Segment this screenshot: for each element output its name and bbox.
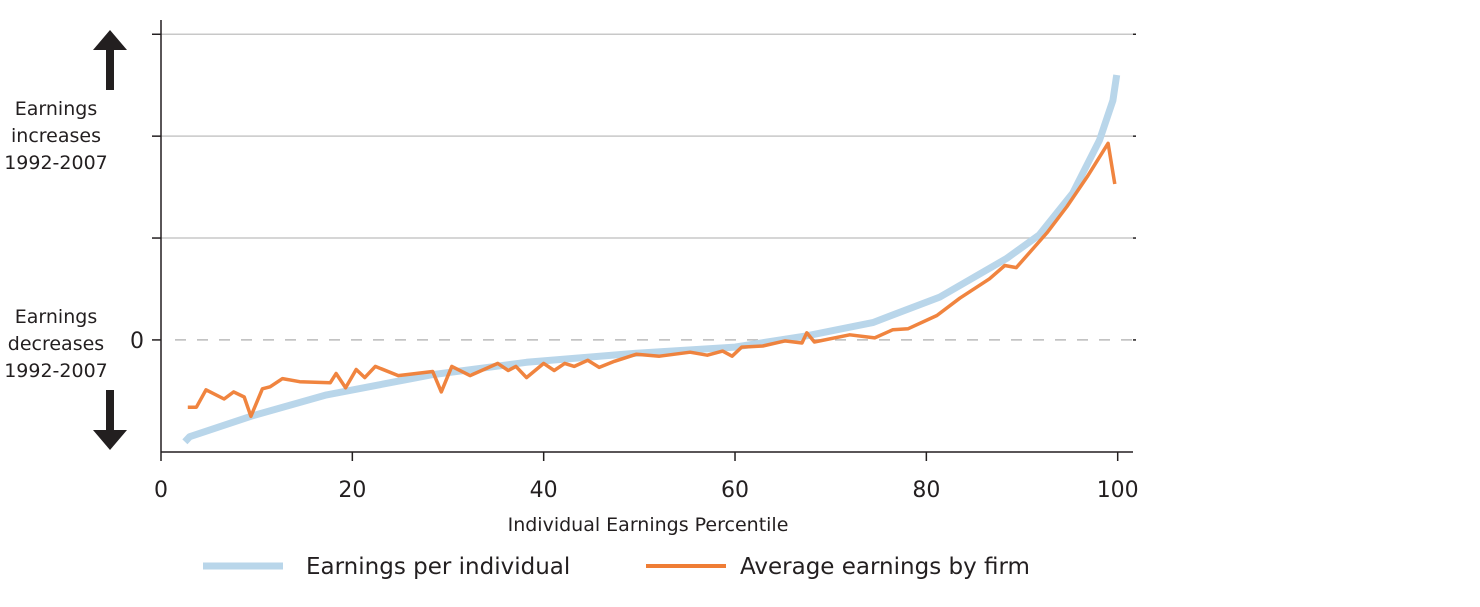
- y-tick-label: 0: [130, 329, 144, 354]
- x-tick-label: 100: [1097, 478, 1139, 503]
- legend: Earnings per individual Average earnings …: [203, 554, 1030, 580]
- series-line-earnings-per-individual: [182, 74, 1121, 445]
- y-annotation-up-line: increases: [11, 125, 101, 147]
- y-annotation-down-line: decreases: [8, 333, 104, 355]
- y-annotation-up-line: Earnings: [15, 98, 97, 120]
- x-tick-label: 0: [154, 478, 168, 503]
- legend-label: Earnings per individual: [306, 554, 570, 580]
- x-tick-label: 20: [338, 478, 366, 503]
- y-annotation-down-line: 1992-2007: [4, 360, 108, 382]
- series-line-average-earnings-by-firm: [187, 141, 1117, 419]
- arrow-up-icon: [93, 30, 127, 90]
- x-tick-label: 40: [530, 478, 558, 503]
- x-tick-label: 80: [912, 478, 940, 503]
- y-annotation-up-line: 1992-2007: [4, 152, 108, 174]
- legend-label: Average earnings by firm: [740, 554, 1030, 580]
- y-annotations: Earnings increases 1992-2007 Earnings decrea…: [4, 30, 127, 450]
- axes: 0 0 20 40 60 80 100: [130, 20, 1139, 503]
- series-lines: [182, 74, 1121, 445]
- gridlines: [161, 33, 1133, 341]
- x-axis-label: Individual Earnings Percentile: [508, 514, 789, 536]
- y-annotation-down-line: Earnings: [15, 306, 97, 328]
- arrow-down-icon: [93, 390, 127, 450]
- x-tick-label: 60: [721, 478, 749, 503]
